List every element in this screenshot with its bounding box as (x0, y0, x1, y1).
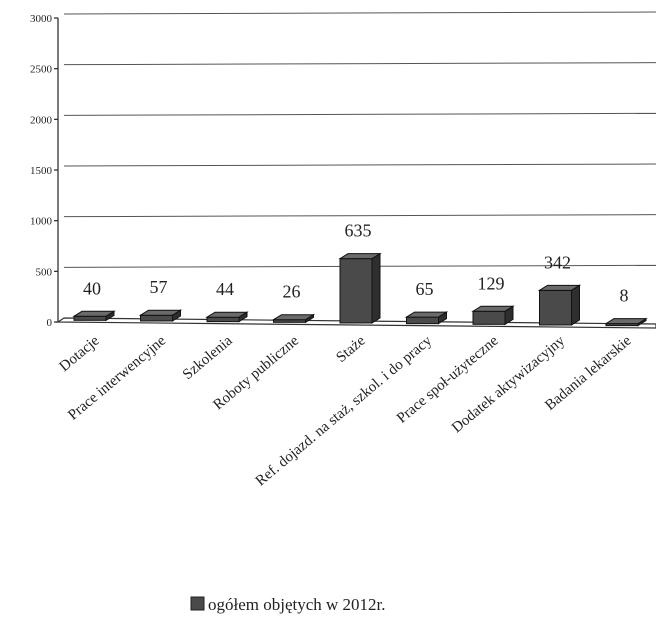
bar-top (205, 311, 249, 318)
gridline (63, 62, 656, 66)
gridline (63, 11, 656, 15)
value-label: 129 (478, 273, 505, 293)
bar (471, 305, 515, 326)
y-tick-label: 1000 (30, 216, 53, 228)
gridline (63, 214, 656, 218)
bar-top (138, 309, 183, 316)
legend-swatch (190, 596, 205, 611)
bar (205, 311, 249, 323)
y-tick-label: 3000 (30, 13, 53, 25)
bar-top (471, 305, 515, 312)
bar-front (406, 316, 439, 325)
y-tick-label: 1500 (30, 165, 53, 177)
legend: ogółem objętych w 2012r. (190, 595, 386, 614)
bar-front (206, 316, 240, 323)
gridline (63, 163, 656, 167)
bars (72, 252, 648, 327)
y-tick-label: 0 (47, 317, 53, 329)
bar (604, 317, 648, 327)
value-labels: 40 57 44 26 635 65 129 342 8 (83, 221, 629, 306)
y-axis (54, 17, 59, 323)
category-label: Staże (333, 333, 368, 366)
y-tick-label: 2000 (30, 114, 53, 126)
bar-top (404, 311, 449, 318)
bar-front (472, 310, 506, 325)
bar-top (604, 318, 648, 325)
category-label: Dodatek aktywizacyjny (449, 332, 568, 436)
bar (271, 313, 316, 324)
bar-top (72, 310, 116, 317)
bar (338, 252, 382, 324)
bar-top (271, 314, 316, 321)
value-label: 40 (83, 278, 101, 298)
value-label: 635 (345, 221, 372, 241)
gridlines (63, 11, 656, 268)
bar (404, 311, 449, 325)
bar-top (537, 284, 582, 291)
value-label: 44 (216, 279, 234, 299)
value-label: 26 (283, 282, 301, 302)
y-tick-label: 2500 (30, 64, 53, 76)
value-label: 65 (416, 279, 434, 299)
category-label: Dotacje (57, 333, 103, 375)
y-tick-labels: 0 500 1000 1500 2000 2500 3000 (30, 13, 53, 329)
bar-front (73, 315, 107, 321)
bar (138, 309, 183, 322)
value-label: 8 (620, 286, 629, 306)
gridline (63, 112, 656, 116)
bar (537, 284, 582, 326)
bar-front (339, 258, 373, 324)
bar (72, 310, 116, 322)
bar-side (371, 252, 381, 324)
value-label: 342 (544, 252, 571, 272)
value-label: 57 (150, 277, 168, 297)
bar-side (571, 284, 580, 326)
y-tick-label: 500 (36, 266, 53, 278)
category-label: Szkolenia (180, 333, 236, 383)
bar-top (338, 253, 382, 260)
bar-front (539, 289, 572, 326)
legend-label: ogółem objętych w 2012r. (208, 595, 386, 614)
bar-front (140, 314, 173, 322)
